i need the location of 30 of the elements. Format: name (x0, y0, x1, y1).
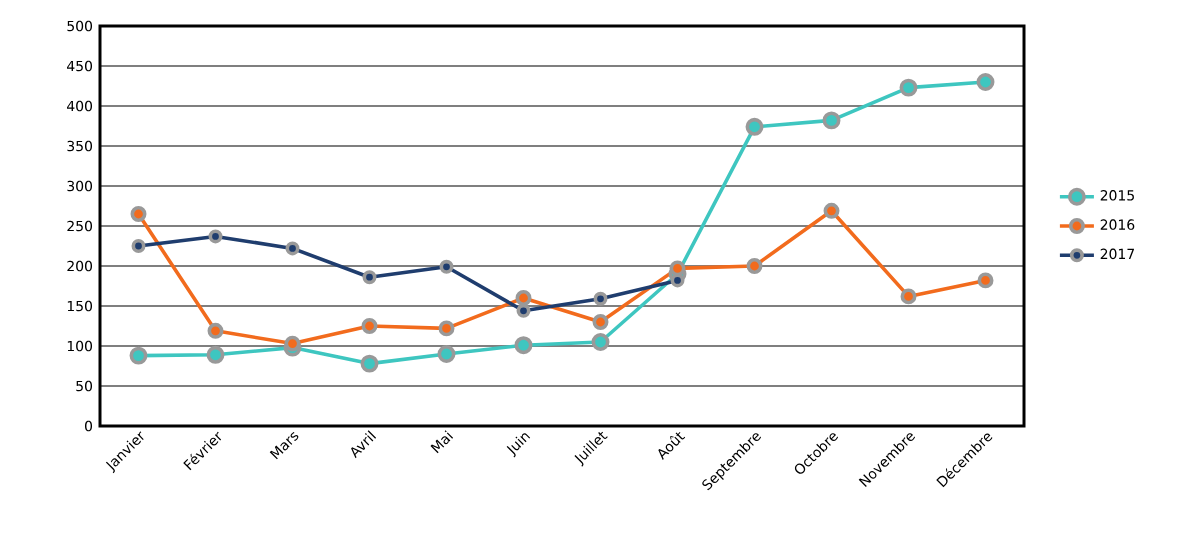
point (745, 117, 764, 136)
point (822, 111, 841, 130)
point (362, 270, 377, 285)
point (207, 322, 224, 339)
point (591, 333, 610, 351)
point (130, 206, 147, 222)
point (977, 272, 994, 289)
point (670, 273, 685, 288)
point (514, 336, 533, 355)
point (593, 291, 608, 306)
point (976, 73, 995, 91)
point (746, 258, 763, 274)
point (515, 290, 532, 306)
point (439, 259, 454, 274)
point (516, 303, 531, 318)
point (669, 260, 686, 277)
point (208, 229, 223, 244)
point (361, 318, 378, 334)
point (438, 320, 455, 337)
point (284, 335, 301, 352)
point (206, 345, 225, 364)
point (285, 241, 300, 256)
point (437, 345, 456, 363)
point (129, 346, 148, 365)
point (360, 354, 379, 373)
point (823, 202, 840, 219)
point (131, 239, 146, 253)
point (900, 288, 917, 305)
point (899, 78, 918, 97)
point (592, 314, 609, 330)
